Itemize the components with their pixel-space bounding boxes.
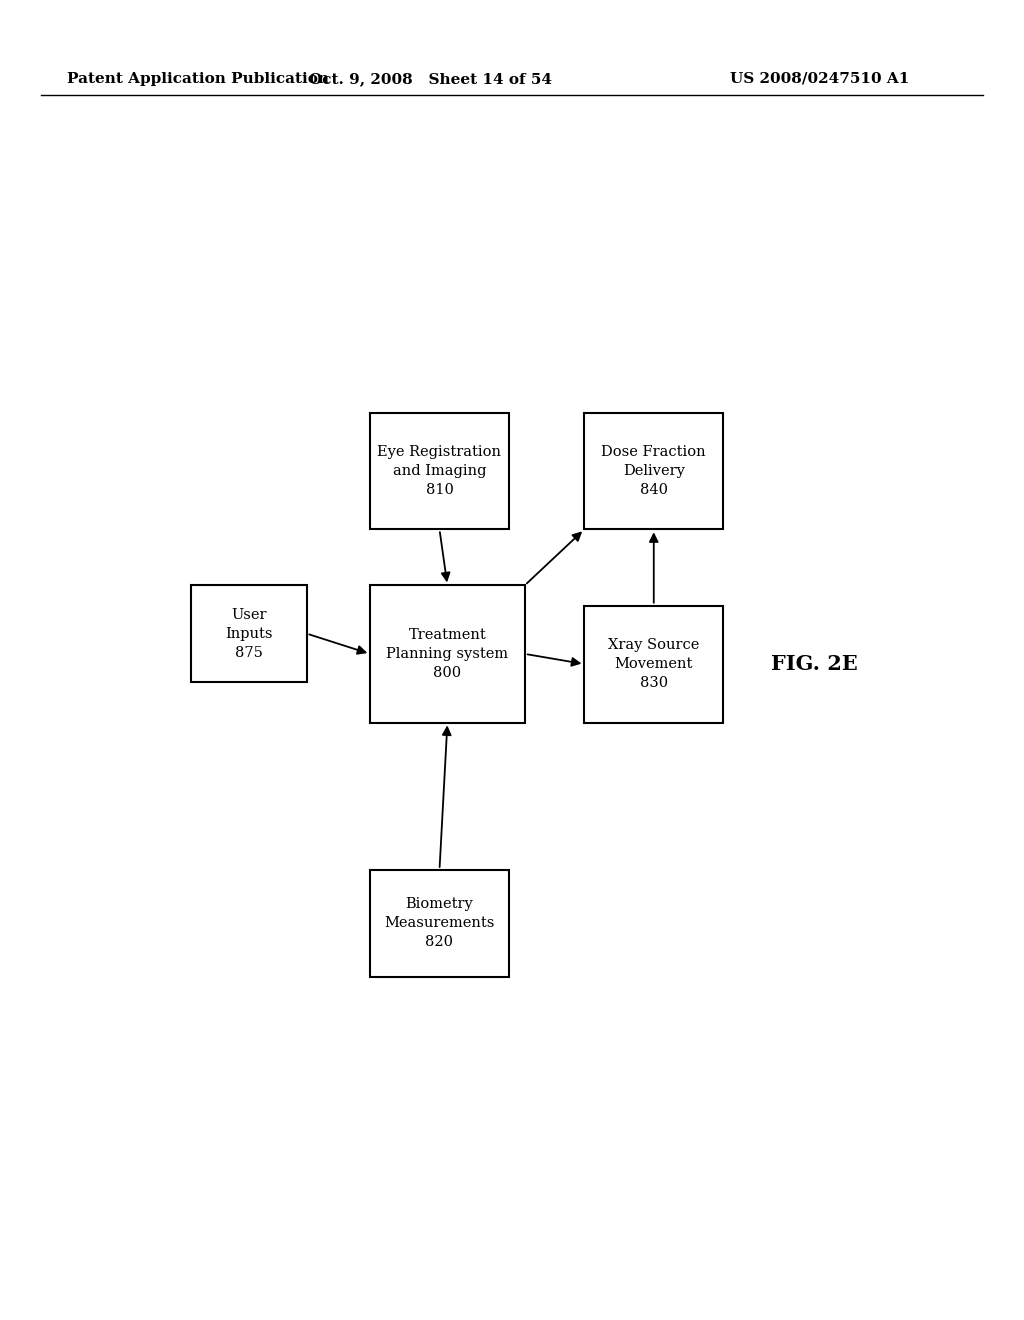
- Bar: [585, 606, 723, 722]
- Bar: [370, 585, 524, 722]
- Bar: [370, 413, 509, 529]
- Bar: [191, 585, 306, 682]
- Text: Xray Source
Movement
830: Xray Source Movement 830: [608, 638, 699, 690]
- Bar: [585, 413, 723, 529]
- Text: Biometry
Measurements
820: Biometry Measurements 820: [384, 898, 495, 949]
- Text: FIG. 2E: FIG. 2E: [771, 653, 858, 673]
- Text: Eye Registration
and Imaging
810: Eye Registration and Imaging 810: [378, 445, 502, 496]
- Text: Oct. 9, 2008   Sheet 14 of 54: Oct. 9, 2008 Sheet 14 of 54: [308, 71, 552, 86]
- Bar: [370, 870, 509, 977]
- Text: Dose Fraction
Delivery
840: Dose Fraction Delivery 840: [601, 445, 707, 496]
- Text: User
Inputs
875: User Inputs 875: [225, 607, 272, 660]
- Text: Treatment
Planning system
800: Treatment Planning system 800: [386, 628, 509, 680]
- Text: US 2008/0247510 A1: US 2008/0247510 A1: [729, 71, 909, 86]
- Text: Patent Application Publication: Patent Application Publication: [67, 71, 329, 86]
